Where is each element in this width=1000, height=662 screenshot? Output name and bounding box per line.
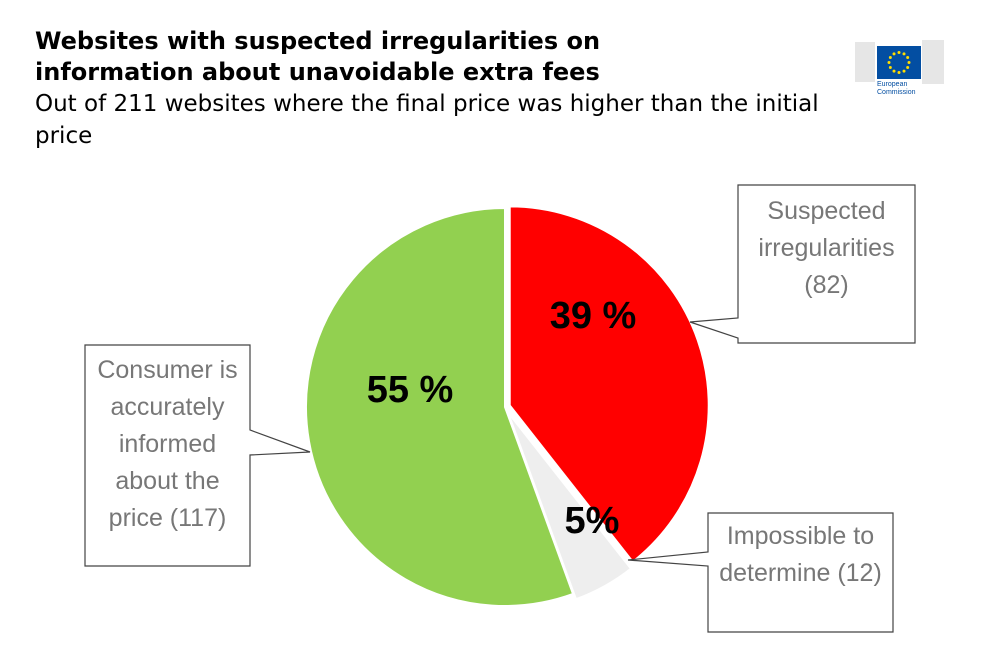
logo-text: European Commission <box>877 81 916 96</box>
callout-box <box>689 184 916 344</box>
value-label: 39 % <box>550 295 637 337</box>
logo-star <box>888 66 892 69</box>
pie-slice <box>506 411 633 601</box>
logo-building <box>922 40 944 84</box>
logo-star <box>906 56 910 59</box>
logo-star <box>906 66 910 69</box>
logo-star <box>888 56 892 59</box>
category-label: Impossible to determine (12) <box>719 522 882 587</box>
logo-building <box>855 42 875 82</box>
logo-star <box>902 52 906 56</box>
category-label: Consumer is accurately informed about th… <box>97 356 238 532</box>
chart-title: Websites with suspected irregularities o… <box>35 27 601 86</box>
logo-flag <box>877 46 921 79</box>
logo <box>855 40 944 84</box>
pie-slice <box>305 206 575 607</box>
logo-star <box>892 69 896 73</box>
category-label: Suspected irregularities (82) <box>758 197 895 299</box>
logo-stars <box>887 51 911 74</box>
logo-star <box>887 61 891 64</box>
pie-slice <box>508 205 710 564</box>
chart-subtitle: Out of 211 websites where the final pric… <box>35 91 819 149</box>
logo-star <box>902 69 906 73</box>
callout-box <box>627 512 894 633</box>
value-label: 5% <box>565 500 620 542</box>
logo-star <box>897 71 901 74</box>
logo-star <box>907 61 911 64</box>
logo-star <box>892 52 896 56</box>
callout-box <box>84 344 311 567</box>
logo-star <box>897 51 901 54</box>
value-label: 55 % <box>367 369 454 411</box>
